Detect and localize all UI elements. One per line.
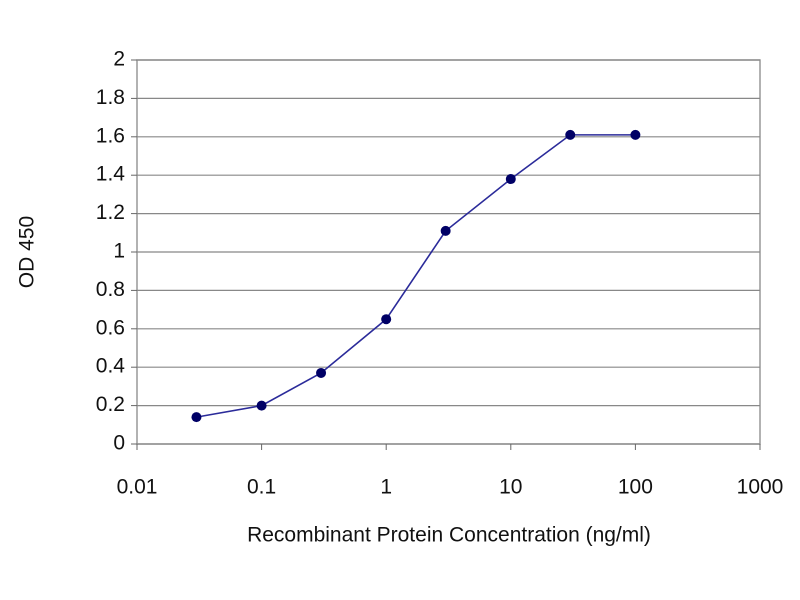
y-axis-title: OD 450 [16, 216, 39, 288]
y-tick-label: 1.6 [96, 124, 125, 147]
y-tick-label: 1 [113, 240, 125, 263]
y-tick-label: 0.2 [96, 393, 125, 416]
data-point [565, 129, 576, 140]
data-point [440, 225, 451, 236]
data-point [630, 129, 641, 140]
x-tick-label: 100 [618, 476, 653, 499]
y-tick-label: 1.2 [96, 201, 125, 224]
data-point [505, 174, 516, 185]
data-point [256, 400, 267, 411]
y-tick-label: 1.4 [96, 163, 126, 186]
y-tick-label: 1.8 [96, 86, 125, 109]
data-line [196, 134, 636, 418]
data-point [316, 367, 327, 378]
y-tick-label: 0.4 [96, 355, 126, 378]
y-tick-label: 0 [113, 432, 125, 455]
x-tick-label: 1000 [737, 476, 784, 499]
y-tick-label: 0.6 [96, 316, 125, 339]
x-tick-label: 0.1 [247, 476, 276, 499]
y-tick-label: 0.8 [96, 278, 125, 301]
x-axis-title: Recombinant Protein Concentration (ng/ml… [247, 524, 651, 547]
data-point [191, 412, 202, 423]
x-tick-label: 0.01 [117, 476, 158, 499]
data-point [381, 314, 392, 325]
y-tick-label: 2 [113, 48, 125, 71]
x-tick-label: 1 [380, 476, 392, 499]
x-tick-label: 10 [499, 476, 522, 499]
